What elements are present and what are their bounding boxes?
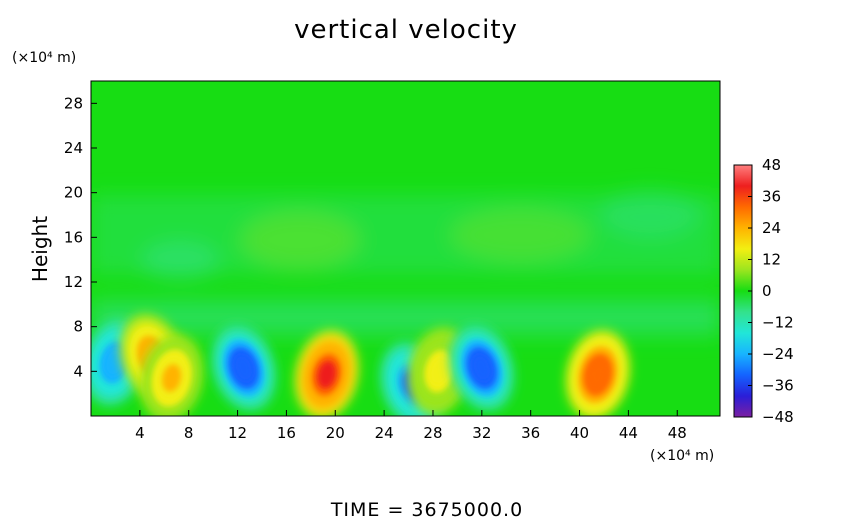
colorbar-tick-label: 48 (762, 156, 781, 174)
x-tick-label: 36 (521, 424, 540, 442)
colorbar-tick-label: −24 (762, 345, 794, 363)
x-tick-label: 32 (472, 424, 491, 442)
y-tick-label: 28 (64, 94, 83, 112)
x-tick-label: 44 (619, 424, 638, 442)
colorbar-tick-label: 36 (762, 188, 781, 206)
y-tick-label: 4 (73, 362, 83, 380)
y-tick-label: 8 (73, 318, 83, 336)
velocity-feature (295, 331, 358, 416)
x-tick-label: 20 (326, 424, 345, 442)
x-tick-label: 28 (423, 424, 442, 442)
colorbar-tick-label: 24 (762, 219, 781, 237)
field-texture (91, 190, 720, 335)
x-tick-label: 40 (570, 424, 589, 442)
y-axis-unit: (×10⁴ m) (12, 50, 76, 66)
velocity-feature (212, 325, 276, 411)
y-tick-label: 12 (64, 273, 83, 291)
x-tick-label: 4 (135, 424, 145, 442)
y-tick-label: 24 (64, 139, 83, 157)
y-tick-label: 20 (64, 184, 83, 202)
colorbar-tick-label: 12 (762, 251, 781, 269)
velocity-feature (140, 334, 203, 416)
colorbar-tick-label: −36 (762, 377, 794, 395)
y-tick-label: 16 (64, 228, 83, 246)
velocity-feature (567, 331, 629, 416)
x-tick-label: 8 (184, 424, 194, 442)
colorbar-tick-label: 0 (762, 282, 772, 300)
heatmap-field (91, 81, 720, 416)
colorbar-tick-label: −48 (762, 408, 794, 426)
time-footer: TIME = 3675000.0 (330, 499, 523, 519)
chart-title: vertical velocity (294, 15, 518, 45)
x-tick-label: 24 (375, 424, 394, 442)
x-tick-label: 12 (228, 424, 247, 442)
x-tick-label: 16 (277, 424, 296, 442)
colorbar-tick-label: −12 (762, 314, 794, 332)
x-tick-label: 48 (668, 424, 687, 442)
velocity-feature (450, 325, 514, 411)
plot-frame (90, 80, 721, 417)
x-axis-unit: (×10⁴ m) (650, 448, 714, 464)
y-axis-label: Height (28, 216, 52, 282)
